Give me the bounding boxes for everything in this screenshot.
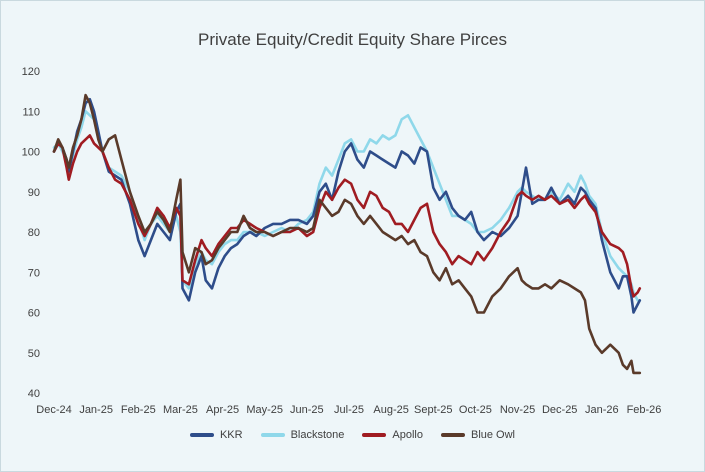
x-tick-label: Dec-25 <box>542 404 577 416</box>
y-axis-ticks: 40 50 60 70 80 90 100 110 120 <box>22 66 40 400</box>
legend-swatch-kkr <box>189 433 214 437</box>
x-tick-label: Sept-25 <box>414 404 453 416</box>
legend-item-apollo: Apollo <box>362 429 423 441</box>
legend-swatch-blue-owl <box>440 433 465 437</box>
y-tick-label: 50 <box>28 348 40 360</box>
x-tick-label: Apr-25 <box>206 404 239 416</box>
x-axis-ticks: Dec-24 Jan-25 Feb-25 Mar-25 Apr-25 May-25 Jun-… <box>36 404 661 416</box>
x-tick-label: Nov-25 <box>500 404 535 416</box>
x-tick-label: Dec-24 <box>36 404 71 416</box>
x-tick-label: Jan-25 <box>79 404 113 416</box>
legend-swatch-blackstone <box>260 433 285 437</box>
x-tick-label: May-25 <box>246 404 283 416</box>
legend-swatch-apollo <box>362 433 387 437</box>
series-lines <box>52 93 642 375</box>
series-line-blue-owl <box>52 93 642 375</box>
x-tick-label: Jan-26 <box>585 404 619 416</box>
y-tick-label: 40 <box>28 388 40 400</box>
y-tick-label: 110 <box>22 106 40 118</box>
legend-item-kkr: KKR <box>189 429 243 441</box>
x-tick-label: Oct-25 <box>459 404 492 416</box>
legend-label-kkr: KKR <box>219 429 243 441</box>
series-line-apollo <box>52 134 642 298</box>
legend-label-blue-owl: Blue Owl <box>470 429 516 441</box>
y-tick-label: 60 <box>28 308 40 320</box>
y-tick-label: 70 <box>28 267 40 279</box>
series-line-blackstone <box>52 110 642 302</box>
legend-label-apollo: Apollo <box>392 429 423 441</box>
x-tick-label: Jun-25 <box>290 404 324 416</box>
series-line-kkr <box>52 97 642 314</box>
x-tick-label: Aug-25 <box>373 404 408 416</box>
y-tick-label: 90 <box>28 187 40 199</box>
legend-item-blue-owl: Blue Owl <box>440 429 516 441</box>
x-tick-label: Mar-25 <box>163 404 198 416</box>
x-tick-label: Feb-26 <box>627 404 662 416</box>
legend-item-blackstone: Blackstone <box>260 429 345 441</box>
legend: KKR Blackstone Apollo Blue Owl <box>0 429 705 441</box>
y-tick-label: 80 <box>28 227 40 239</box>
y-tick-label: 120 <box>22 66 40 78</box>
legend-label-blackstone: Blackstone <box>290 429 345 441</box>
y-tick-label: 100 <box>22 147 40 159</box>
x-tick-label: Jul-25 <box>334 404 364 416</box>
x-tick-label: Feb-25 <box>121 404 156 416</box>
chart-title: Private Equity/Credit Equity Share Pirce… <box>198 30 507 49</box>
